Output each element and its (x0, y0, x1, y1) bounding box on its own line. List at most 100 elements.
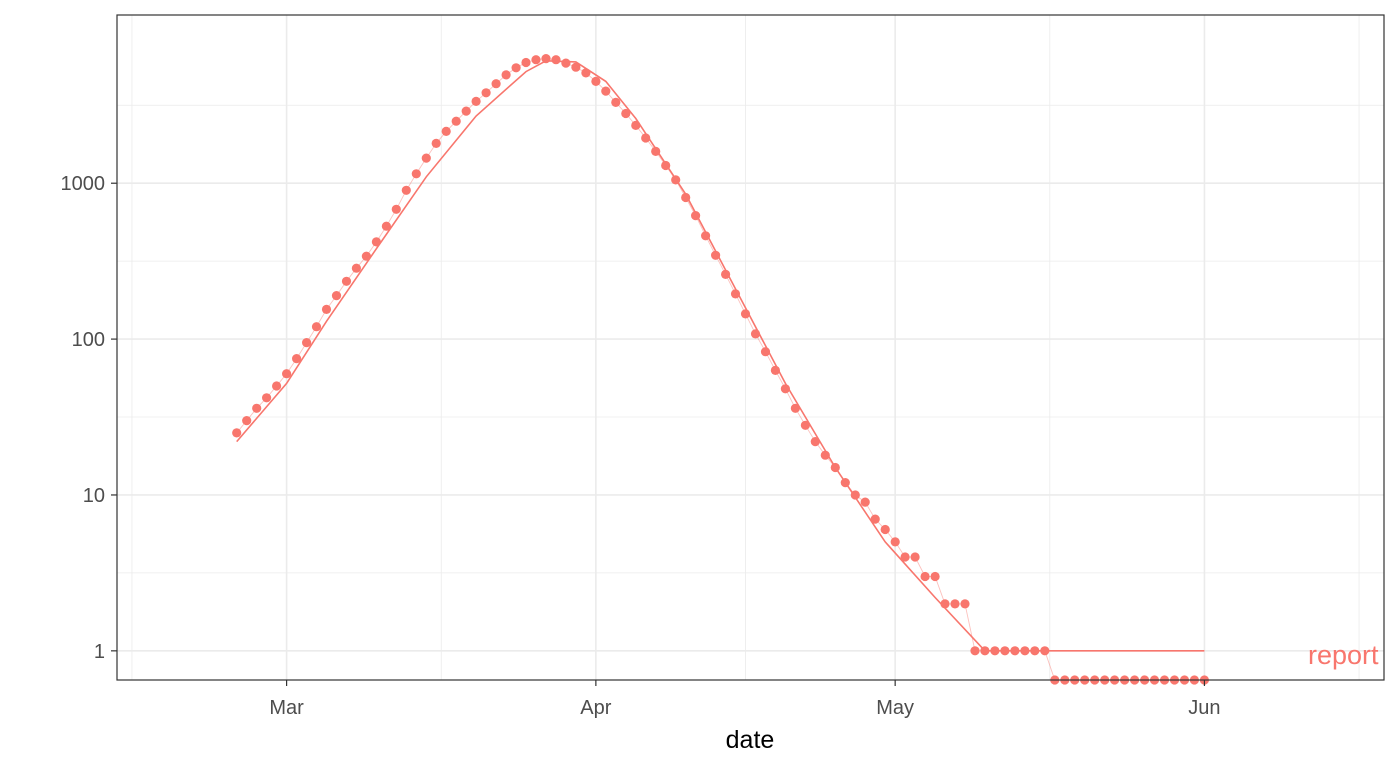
data-point-4 (272, 381, 282, 391)
data-point-68 (910, 552, 920, 562)
data-point-46 (691, 211, 701, 221)
data-point-59 (820, 450, 830, 460)
data-point-57 (800, 420, 811, 430)
data-point-42 (651, 146, 661, 156)
data-point-6 (292, 354, 302, 364)
data-point-69 (920, 571, 930, 582)
data-point-51 (740, 309, 751, 319)
x-tick-label-3: Jun (1188, 697, 1220, 719)
data-point-73 (960, 599, 970, 609)
data-point-80 (1030, 646, 1040, 656)
data-point-22 (451, 116, 461, 126)
data-point-16 (391, 204, 401, 214)
data-point-14 (371, 237, 381, 247)
data-point-2 (252, 403, 262, 413)
data-point-55 (780, 384, 791, 394)
plot-panel (117, 15, 1384, 680)
data-point-12 (351, 263, 361, 273)
data-point-67 (900, 552, 910, 562)
series-label-report: report (1308, 640, 1379, 670)
data-point-11 (341, 276, 352, 286)
data-point-8 (311, 322, 322, 332)
fit-line (236, 59, 1205, 652)
data-point-26 (491, 79, 501, 89)
data-point-77 (1000, 646, 1010, 656)
y-axis: 1 10 100 1000 (61, 173, 117, 663)
data-point-7 (302, 338, 312, 348)
data-point-48 (711, 250, 721, 260)
data-point-61 (840, 478, 850, 488)
x-tick-label-2: May (876, 697, 914, 719)
data-point-76 (990, 646, 1000, 656)
data-point-18 (411, 169, 421, 179)
data-point-17 (401, 185, 411, 195)
data-point-43 (661, 160, 671, 171)
y-tick-label-0: 1 (94, 641, 105, 663)
data-point-54 (770, 365, 781, 375)
x-axis-title: date (726, 726, 775, 754)
y-tick-label-2: 100 (72, 329, 105, 351)
data-point-1 (242, 416, 252, 426)
x-tick-label-0: Mar (269, 697, 304, 719)
data-point-75 (980, 646, 990, 656)
data-point-34 (571, 62, 581, 72)
data-point-24 (471, 96, 481, 106)
data-point-0 (232, 428, 242, 438)
x-axis: Mar Apr May Jun (269, 680, 1221, 719)
data-point-37 (601, 86, 611, 96)
data-point-72 (950, 599, 960, 609)
data-point-47 (701, 231, 711, 241)
data-point-39 (621, 108, 631, 119)
data-point-66 (890, 537, 900, 547)
data-point-70 (930, 571, 940, 582)
y-tick-label-3: 1000 (61, 173, 106, 195)
data-point-32 (551, 55, 561, 65)
data-point-41 (641, 133, 651, 143)
panel-border (116, 14, 1385, 681)
data-point-23 (461, 106, 471, 116)
data-point-71 (940, 599, 950, 609)
data-point-30 (531, 55, 541, 65)
data-point-36 (591, 76, 601, 86)
data-point-60 (830, 462, 840, 473)
data-point-74 (970, 646, 980, 656)
data-point-65 (880, 524, 890, 535)
data-point-49 (721, 269, 731, 279)
data-point-3 (262, 393, 272, 403)
data-point-40 (631, 120, 641, 130)
data-point-20 (431, 138, 441, 148)
data-point-29 (521, 57, 531, 68)
data-point-44 (671, 175, 681, 185)
data-point-45 (681, 192, 691, 203)
data-point-19 (421, 153, 431, 163)
data-point-63 (860, 497, 870, 507)
data-point-31 (541, 54, 551, 64)
data-point-21 (441, 126, 451, 136)
data-point-62 (850, 490, 860, 500)
x-tick-label-1: Apr (580, 697, 611, 719)
data-point-33 (561, 58, 571, 68)
minor-gridlines (117, 15, 1384, 680)
data-point-79 (1020, 646, 1030, 656)
data-point-5 (282, 369, 292, 379)
data-point-15 (381, 221, 391, 231)
data-point-27 (501, 70, 511, 80)
data-point-9 (321, 304, 332, 314)
data-point-28 (511, 63, 521, 73)
data-point-53 (760, 347, 771, 357)
data-point-25 (481, 88, 491, 98)
y-tick-label-1: 10 (83, 485, 105, 507)
data-point-58 (810, 437, 820, 447)
data-point-38 (611, 97, 621, 107)
data-point-10 (331, 291, 342, 301)
data-point-52 (750, 329, 761, 339)
data-point-64 (870, 514, 880, 524)
data-point-81 (1040, 646, 1050, 656)
data-point-56 (790, 403, 801, 413)
data-point-35 (581, 68, 591, 78)
data-point-78 (1010, 646, 1020, 656)
data-points (232, 54, 1209, 685)
data-point-13 (361, 251, 371, 261)
data-point-50 (730, 289, 741, 299)
